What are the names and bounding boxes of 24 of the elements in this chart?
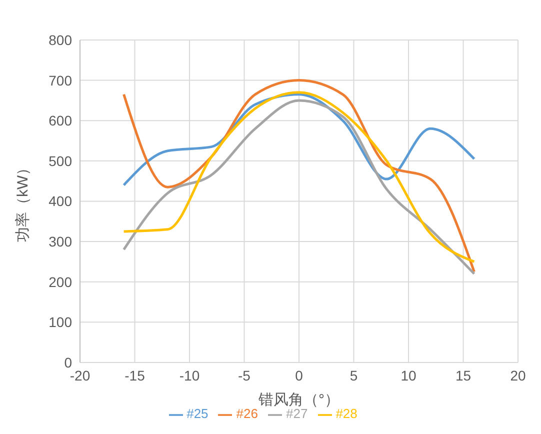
x-tick-label: 10 xyxy=(400,367,416,384)
legend-label: #25 xyxy=(186,406,208,422)
x-tick-label: -10 xyxy=(179,367,200,384)
y-tick-label: 800 xyxy=(48,32,72,48)
legend-label: #28 xyxy=(336,406,358,422)
x-tick-label: 20 xyxy=(510,367,526,384)
y-tick-label: 0 xyxy=(64,354,72,370)
y-tick-label: 700 xyxy=(48,72,72,88)
y-tick-label: 500 xyxy=(48,152,72,169)
x-tick-label: -5 xyxy=(238,367,251,384)
x-tick-label: 5 xyxy=(350,367,358,384)
y-tick-label: 600 xyxy=(48,112,72,129)
y-tick-label: 300 xyxy=(48,233,72,250)
y-tick-label: 400 xyxy=(48,193,72,210)
x-axis-title: 错风角（°） xyxy=(258,391,340,408)
x-tick-label: -15 xyxy=(124,367,146,384)
y-tick-label: 100 xyxy=(48,314,72,330)
x-tick-label: 0 xyxy=(295,367,304,384)
legend-label: #27 xyxy=(286,406,308,422)
x-tick-label: -20 xyxy=(70,367,90,384)
y-tick-label: 200 xyxy=(48,274,72,290)
y-axis-title: 功率（kW） xyxy=(14,160,32,242)
x-tick-label: 15 xyxy=(455,367,472,384)
legend-label: #26 xyxy=(236,406,258,422)
